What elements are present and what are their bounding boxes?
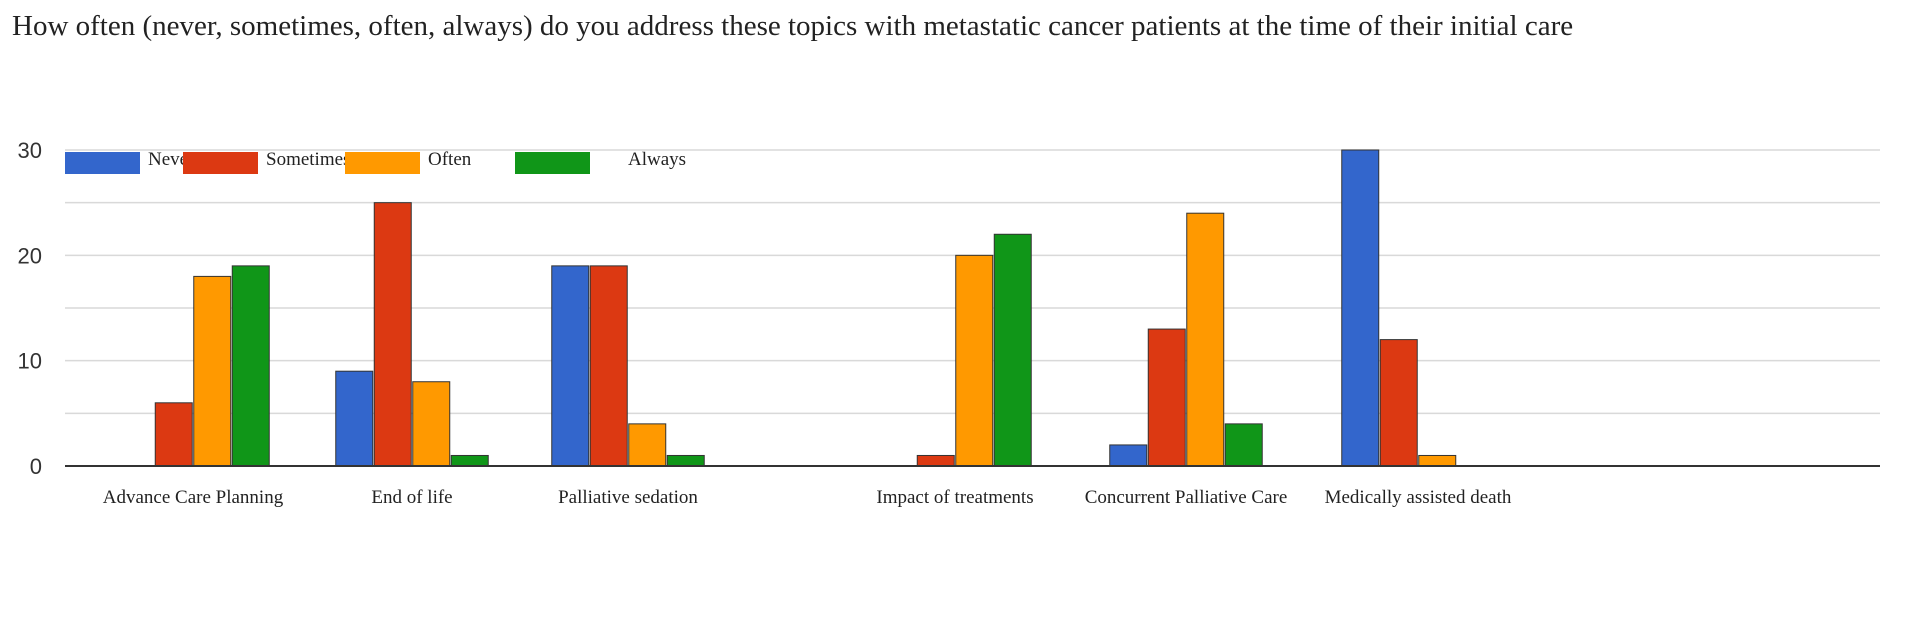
bar	[1109, 444, 1148, 467]
bar	[154, 402, 193, 467]
bar	[373, 202, 412, 467]
bar	[335, 370, 374, 467]
legend-swatch	[345, 152, 420, 174]
x-tick-label: Concurrent Palliative Care	[1085, 487, 1288, 508]
bar	[412, 381, 451, 467]
bar	[955, 254, 994, 467]
chart-title: How often (never, sometimes, often, alwa…	[12, 10, 1574, 42]
bar	[1418, 454, 1457, 467]
legend-swatch	[65, 152, 140, 174]
bar	[589, 265, 628, 467]
bar	[450, 454, 489, 467]
y-tick-label: 20	[18, 243, 42, 268]
legend-label: Always	[628, 149, 687, 170]
bar	[1147, 328, 1186, 467]
x-tick-label: Impact of treatments	[876, 487, 1033, 508]
bar	[1186, 212, 1225, 467]
y-tick-label: 30	[18, 138, 42, 163]
bar	[628, 423, 667, 467]
legend-swatch	[515, 152, 590, 174]
bar	[666, 454, 705, 467]
bar	[1379, 339, 1418, 467]
bar	[193, 275, 232, 467]
y-tick-label: 10	[18, 349, 42, 374]
bar	[916, 454, 955, 467]
bar	[1224, 423, 1263, 467]
bar	[1341, 149, 1380, 467]
legend-label: Sometimes	[266, 149, 351, 170]
x-tick-label: Medically assisted death	[1325, 487, 1512, 508]
bar	[231, 265, 270, 467]
bar	[993, 233, 1032, 467]
x-tick-label: End of life	[371, 487, 452, 508]
x-tick-label: Palliative sedation	[558, 487, 698, 508]
y-tick-label: 0	[30, 454, 42, 479]
bar	[551, 265, 590, 467]
x-tick-label: Advance Care Planning	[103, 487, 284, 508]
legend-label: Never	[148, 149, 195, 170]
legend-swatch	[183, 152, 258, 174]
legend-label: Often	[428, 149, 472, 170]
